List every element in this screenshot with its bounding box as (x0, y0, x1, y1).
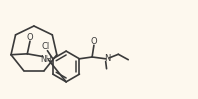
Text: NH: NH (40, 55, 52, 64)
Text: Cl: Cl (42, 42, 50, 51)
Text: N: N (104, 54, 110, 63)
Text: O: O (27, 33, 33, 42)
Text: O: O (91, 37, 97, 46)
